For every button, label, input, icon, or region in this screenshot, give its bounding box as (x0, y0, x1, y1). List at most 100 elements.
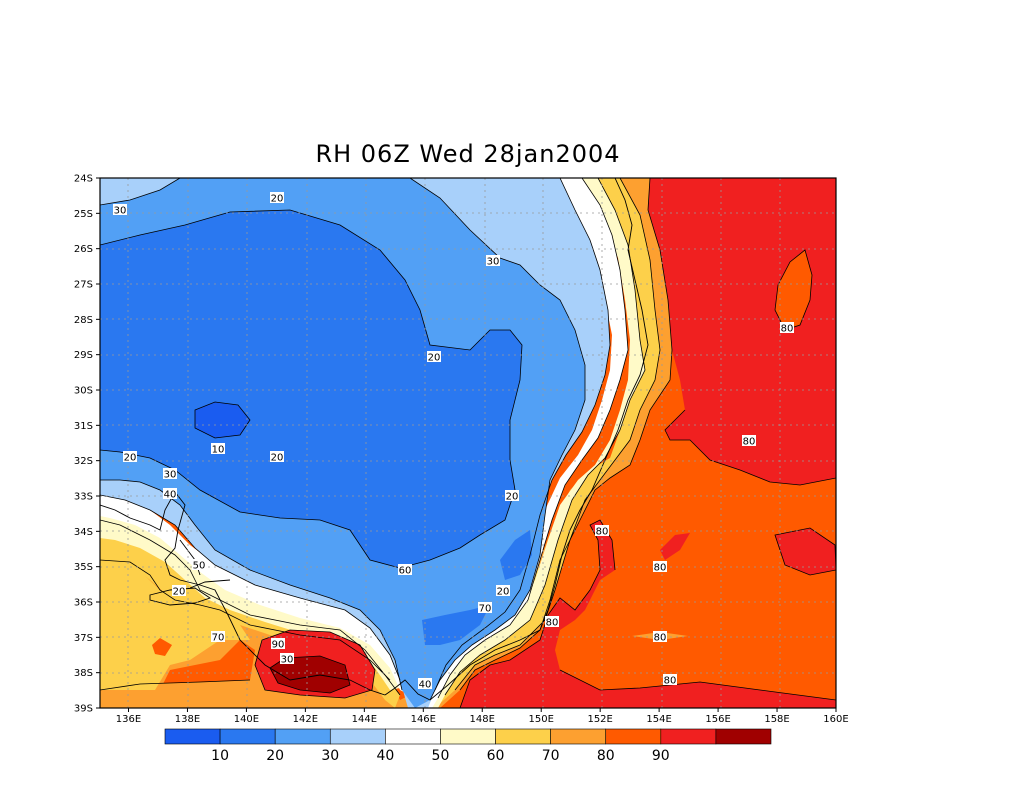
contour-label-text: 20 (124, 453, 137, 464)
contour-label: 80 (663, 674, 677, 687)
lat-tick-label: 24S (74, 174, 93, 185)
band-30-40-nw (100, 178, 180, 205)
colorbar-label: 30 (321, 748, 339, 764)
colorbar-label: 10 (211, 748, 229, 764)
band-10-20-islet-2 (422, 605, 490, 645)
latitude-ticks: 24S 25S 26S 27S 28S 29S 30S 31S 32S 33S 34S 35S 36S 3… (74, 174, 100, 715)
lon-tick-label: 150E (529, 714, 554, 725)
contour-label: 20 (427, 351, 441, 364)
lon-tick-label: 148E (470, 714, 495, 725)
contour-label: 40 (163, 488, 177, 501)
lon-tick-label: 144E (352, 714, 377, 725)
contour-label: 10 (211, 443, 225, 456)
contour-label: 20 (172, 585, 186, 598)
plot-frame (99, 177, 837, 709)
lat-tick-label: 29S (74, 350, 93, 361)
contour-label-bg (427, 351, 441, 362)
contour-labels: 30 20 30 20 80 80 10 20 20 30 40 20 80 50 80 60 20 20 80 70… (113, 192, 794, 691)
colorbar-swatch (440, 728, 496, 745)
graticule (100, 178, 836, 708)
contour-label-text: 20 (271, 453, 284, 464)
contour-label-text: 20 (271, 194, 284, 205)
colorbar-label: 20 (266, 748, 284, 764)
band-80-90-blob-e (775, 528, 836, 575)
contour-label-bg (192, 559, 206, 570)
contour-label-text: 30 (281, 655, 294, 666)
lon-tick-label: 142E (293, 714, 318, 725)
contour-label: 70 (478, 602, 492, 615)
contour-label: 50 (192, 559, 206, 572)
lat-tick-label: 39S (74, 704, 93, 715)
colorbar-label: 90 (652, 748, 670, 764)
lat-tick-label: 33S (74, 492, 93, 503)
lat-tick-label: 26S (74, 244, 93, 255)
contour-label-bg (505, 490, 519, 501)
contour-label: 80 (653, 561, 667, 574)
contour-label-bg (545, 616, 559, 627)
contour-label: 60 (398, 564, 412, 577)
contour-label-bg (211, 631, 225, 642)
band-70-80-east-inlet (775, 250, 812, 330)
contour-label-text: 30 (164, 470, 177, 481)
contour-label-bg (496, 585, 510, 596)
contour-label-bg (123, 451, 137, 462)
contour-label-bg (486, 255, 500, 266)
lon-tick-label: 152E (587, 714, 612, 725)
lat-tick-label: 38S (74, 668, 93, 679)
contour-label-bg (163, 488, 177, 499)
contour-label-text: 70 (212, 633, 225, 644)
band-0-10 (195, 402, 250, 438)
colorbar-label: 70 (542, 748, 560, 764)
contour-label-bg (780, 322, 794, 333)
map-title: RH 06Z Wed 28jan2004 (315, 140, 621, 168)
lon-tick-label: 160E (823, 714, 848, 725)
colorbar-swatch (219, 728, 276, 745)
lat-tick-label: 34S (74, 527, 93, 538)
contour-label: 90 (271, 638, 285, 651)
band-10-20-islet-1 (500, 530, 532, 580)
contour-label-bg (113, 204, 127, 215)
lon-tick-label: 158E (764, 714, 789, 725)
lon-tick-label: 138E (175, 714, 200, 725)
colorbar-swatch (385, 728, 441, 745)
band-40-50 (100, 178, 628, 708)
band-70-80-blob-w (152, 638, 172, 656)
lon-tick-label: 140E (234, 714, 259, 725)
lon-tick-label: 154E (646, 714, 671, 725)
contour-label: 80 (742, 435, 756, 448)
contour-label: 20 (496, 585, 510, 598)
contour-label: 80 (780, 322, 794, 335)
band-80-90-east (648, 178, 836, 485)
colorbar-swatch (605, 728, 662, 745)
contour-label-bg (663, 674, 677, 685)
contour-label-text: 80 (546, 618, 559, 629)
colorbar-swatch (329, 728, 386, 745)
contour-label-bg (270, 451, 284, 462)
contour-label-bg (211, 443, 225, 454)
contour-label-bg (398, 564, 412, 575)
contour-label: 30 (163, 468, 177, 481)
lat-tick-label: 37S (74, 633, 93, 644)
contour-label-text: 80 (743, 437, 756, 448)
contour-lines (100, 178, 836, 708)
colorbar-swatch (550, 728, 607, 745)
contour-label-text: 80 (654, 563, 667, 574)
contour-label: 80 (595, 525, 609, 538)
contour-label-text: 80 (664, 676, 677, 687)
contour-label: 20 (270, 451, 284, 464)
contour-label-text: 60 (399, 566, 412, 577)
contour-label-bg (280, 653, 294, 664)
contour-label-text: 20 (428, 353, 441, 364)
contour-label-text: 80 (596, 527, 609, 538)
colorbar-label: 40 (376, 748, 394, 764)
filled-contours (100, 178, 836, 708)
contour-label-bg (418, 678, 432, 689)
contour-label-text: 80 (654, 633, 667, 644)
contour-label-text: 80 (781, 324, 794, 335)
contour-label: 20 (270, 192, 284, 205)
contour-label-text: 50 (193, 561, 206, 572)
band-90-plus (270, 656, 350, 693)
lat-tick-label: 30S (74, 386, 93, 397)
contour-label-text: 20 (497, 587, 510, 598)
contour-label-text: 10 (212, 445, 225, 456)
